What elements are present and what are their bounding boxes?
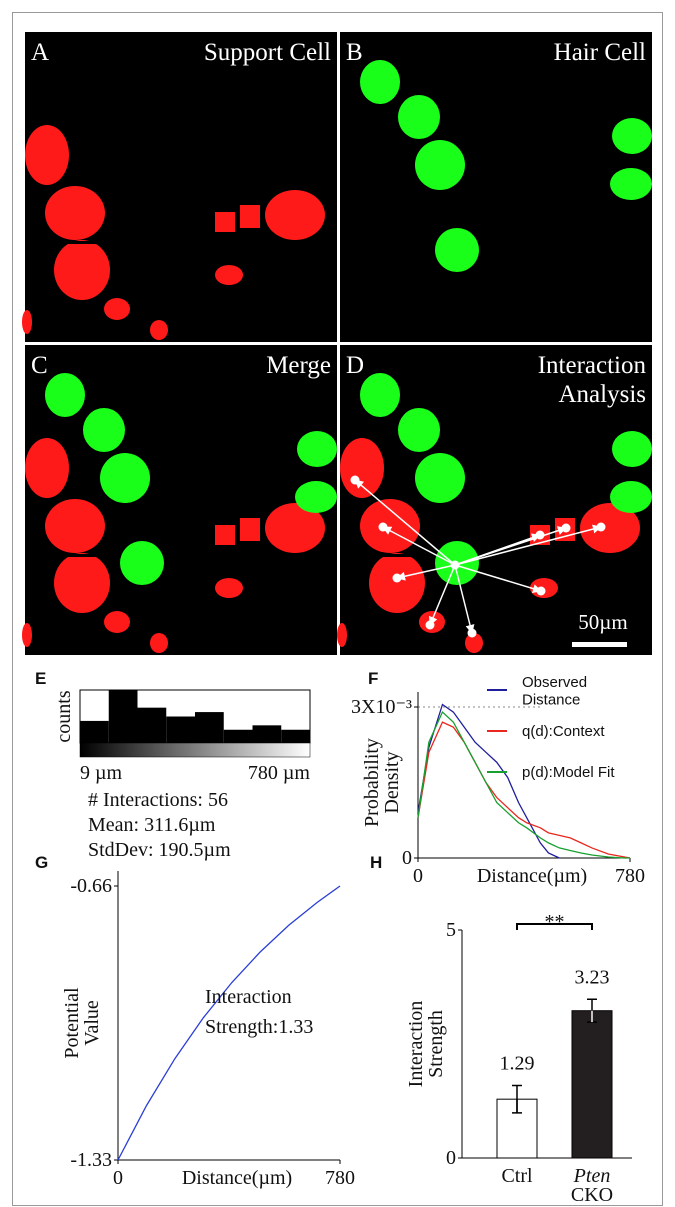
data-line	[418, 722, 630, 858]
cell-center	[379, 523, 388, 532]
y-tick-label: 5	[446, 919, 456, 941]
annotation: Mean: 311.6µm	[88, 814, 216, 836]
annotation: StdDev: 190.5µm	[88, 839, 231, 861]
panel-letter: D	[346, 352, 364, 379]
x-axis-label: Distance(µm)	[182, 1167, 292, 1189]
bar	[572, 1011, 612, 1158]
cell-center	[351, 476, 360, 485]
y-axis-label: counts	[53, 690, 75, 742]
bar	[224, 730, 253, 743]
significance-label: **	[545, 911, 565, 933]
panel-b: B Hair Cell	[340, 32, 652, 342]
x-tick-label: 780	[615, 865, 645, 887]
y-tick-label: 0	[446, 1147, 456, 1169]
panel-letter: C	[31, 352, 48, 379]
annotation: # Interactions: 56	[88, 789, 228, 811]
panel-a: A Support Cell	[22, 32, 337, 342]
x-axis-label: Distance(µm)	[477, 865, 587, 887]
x-tick-label: Ctrl	[501, 1165, 533, 1187]
panel-letter: B	[346, 39, 363, 66]
x-tick-label: 780	[325, 1167, 355, 1189]
x-tick-label: 0	[113, 1167, 123, 1189]
x-tick-label: 780 µm	[248, 762, 311, 784]
panel-title: Merge	[266, 352, 331, 379]
panel-letter: H	[370, 853, 382, 872]
gradient-bar	[80, 743, 310, 757]
bar	[166, 717, 195, 744]
bar	[138, 708, 167, 743]
cell-center	[393, 574, 402, 583]
y-tick-label: 3X10⁻³	[351, 696, 412, 718]
panel-letter: E	[35, 669, 46, 688]
scale-bar	[572, 642, 627, 647]
y-axis-label: PotentialValue	[61, 987, 103, 1059]
value-label: 1.29	[500, 1052, 535, 1074]
cell-center	[562, 524, 571, 533]
y-tick-label: -1.33	[70, 1149, 112, 1171]
y-axis-label: InteractionStrength	[405, 1001, 447, 1088]
cell-center	[451, 561, 460, 570]
cell-center	[468, 629, 477, 638]
y-axis-label: ProbabilityDensity	[361, 738, 403, 827]
scale-bar-label: 50µm	[578, 610, 627, 634]
y-tick-label: -0.66	[70, 875, 112, 897]
x-tick-label: 0	[413, 865, 423, 887]
panel-title: Support Cell	[204, 39, 331, 66]
figure: A Support Cell B Hair Cell C Merge D Int…	[0, 0, 675, 1207]
panel-c: C Merge	[22, 345, 337, 655]
legend-label: q(d):Context	[522, 723, 605, 740]
bar	[109, 690, 138, 743]
bar	[80, 721, 109, 743]
value-label: 3.23	[575, 966, 610, 988]
cell-center	[537, 587, 546, 596]
cell-center	[426, 621, 435, 630]
panel-title: Hair Cell	[554, 39, 646, 66]
bar	[253, 725, 282, 743]
y-tick-label: 0	[402, 847, 412, 869]
panel-letter: A	[31, 39, 49, 66]
bar	[195, 712, 224, 743]
bar	[281, 730, 310, 743]
cell-center	[597, 523, 606, 532]
panel-letter: F	[368, 669, 378, 688]
legend-label: p(d):Model Fit	[522, 764, 615, 781]
panel-letter: G	[35, 853, 48, 872]
x-tick-label: 9 µm	[80, 762, 123, 784]
